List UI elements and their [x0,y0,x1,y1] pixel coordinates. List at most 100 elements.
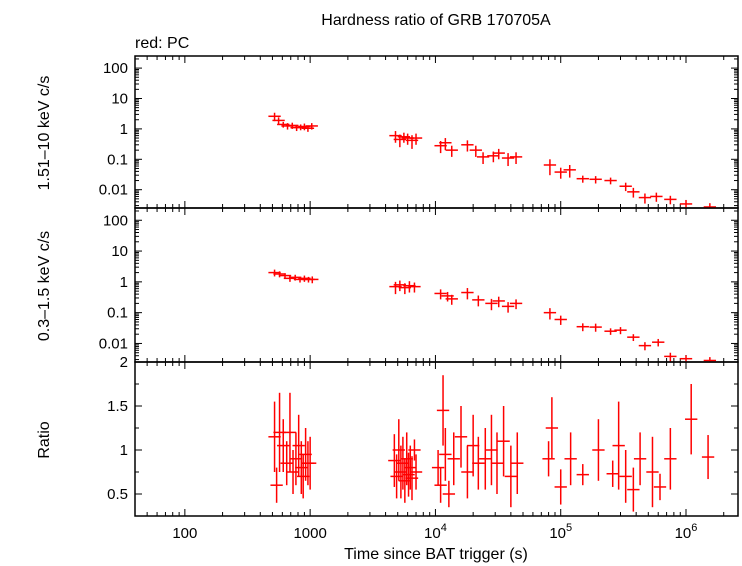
data-point [576,175,589,183]
data-point [638,193,652,204]
panel-frame [134,207,739,363]
data-point [461,140,474,152]
data-point [633,432,647,486]
data-point [461,445,474,499]
data-point [606,460,619,487]
data-point [436,375,450,446]
data-point [454,406,468,468]
data-point [554,167,567,179]
data-point [627,334,640,342]
x-tick-label: 104 [424,522,447,542]
data-point [638,342,652,351]
data-point [404,445,417,490]
data-point [479,428,492,490]
data-point [509,152,523,165]
x-tick-label: 105 [549,522,572,542]
data-point [604,177,617,185]
data-point [268,401,281,472]
x-tick-label: 100 [172,525,197,542]
data-point [466,414,480,477]
chart-title: Hardness ratio of GRB 170705A [321,12,551,29]
y-axis-label-hard: 1.51–10 keV c/s [36,76,53,191]
legend-note: red: PC [135,35,189,52]
y-tick-label: 1.5 [107,398,128,415]
data-point [485,414,498,486]
y-tick-label: 0.01 [99,335,128,352]
data-point [472,295,485,307]
x-tick-base: 10 [424,525,441,542]
data-point [701,435,715,480]
data-point [612,401,625,490]
y-tick-label: 0.1 [107,305,128,322]
y-axis-label-soft: 0.3–1.5 keV c/s [36,231,53,341]
data-point [476,152,490,165]
data-point [492,296,505,308]
y-tick-label: 10 [111,243,128,260]
data-point [445,145,458,157]
data-point [442,480,456,508]
data-point [393,280,407,292]
y-tick-label: 1 [120,274,128,291]
data-point [564,432,577,486]
data-point [543,308,557,320]
data-point [563,164,576,178]
data-point [278,273,292,279]
data-point [439,428,452,481]
data-point [627,187,640,198]
data-point [685,384,698,455]
data-point [703,203,717,208]
data-point [652,338,665,347]
data-point [289,432,303,486]
y-tick-label: 1 [120,121,128,138]
y-tick-label: 100 [103,212,128,229]
data-point [303,436,317,490]
x-tick-label: 106 [675,522,698,542]
data-point [408,282,421,293]
x-axis: 100 1000 104 105 106 [172,522,697,542]
data-point [286,450,300,494]
data-point [409,454,423,490]
data-point [501,302,515,313]
x-tick-label: 1000 [293,525,326,542]
data-point [472,436,485,490]
data-point [653,473,667,501]
y-tick-label: 0.5 [107,486,128,503]
x-tick-exponent: 6 [691,522,697,534]
data-point [461,288,474,300]
data-point [542,441,555,477]
data-point [650,192,663,202]
data-point [604,328,617,335]
data-point [646,436,659,508]
data-point [409,133,423,145]
data-point [619,450,632,503]
x-tick-base: 10 [675,525,692,542]
data-point [434,467,447,503]
panel-hard-band: 0.01 0.1 1 10 100 [99,55,739,209]
data-point [273,271,286,278]
data-point [280,441,293,486]
data-point [469,145,482,157]
data-point [511,432,524,494]
data-point [501,153,515,167]
y-tick-label: 10 [111,90,128,107]
data-point [490,432,504,494]
data-point [306,276,319,284]
y-tick-label: 0.01 [99,182,128,199]
data-point [592,419,605,481]
data-point [679,355,693,362]
data-point [703,357,717,362]
y-tick-label: 2 [120,354,128,371]
data-point [509,299,523,310]
data-point [504,445,518,508]
data-point [576,323,589,332]
data-point [589,176,602,184]
data-point [554,469,567,505]
data-point [305,123,318,130]
data-point [283,392,297,472]
data-point [492,148,505,160]
data-point [485,298,498,311]
y-tick-label: 100 [103,60,128,77]
data-point [268,269,281,277]
panel-ratio: 0.5 1 1.5 2 [107,354,739,517]
data-point [270,467,283,503]
